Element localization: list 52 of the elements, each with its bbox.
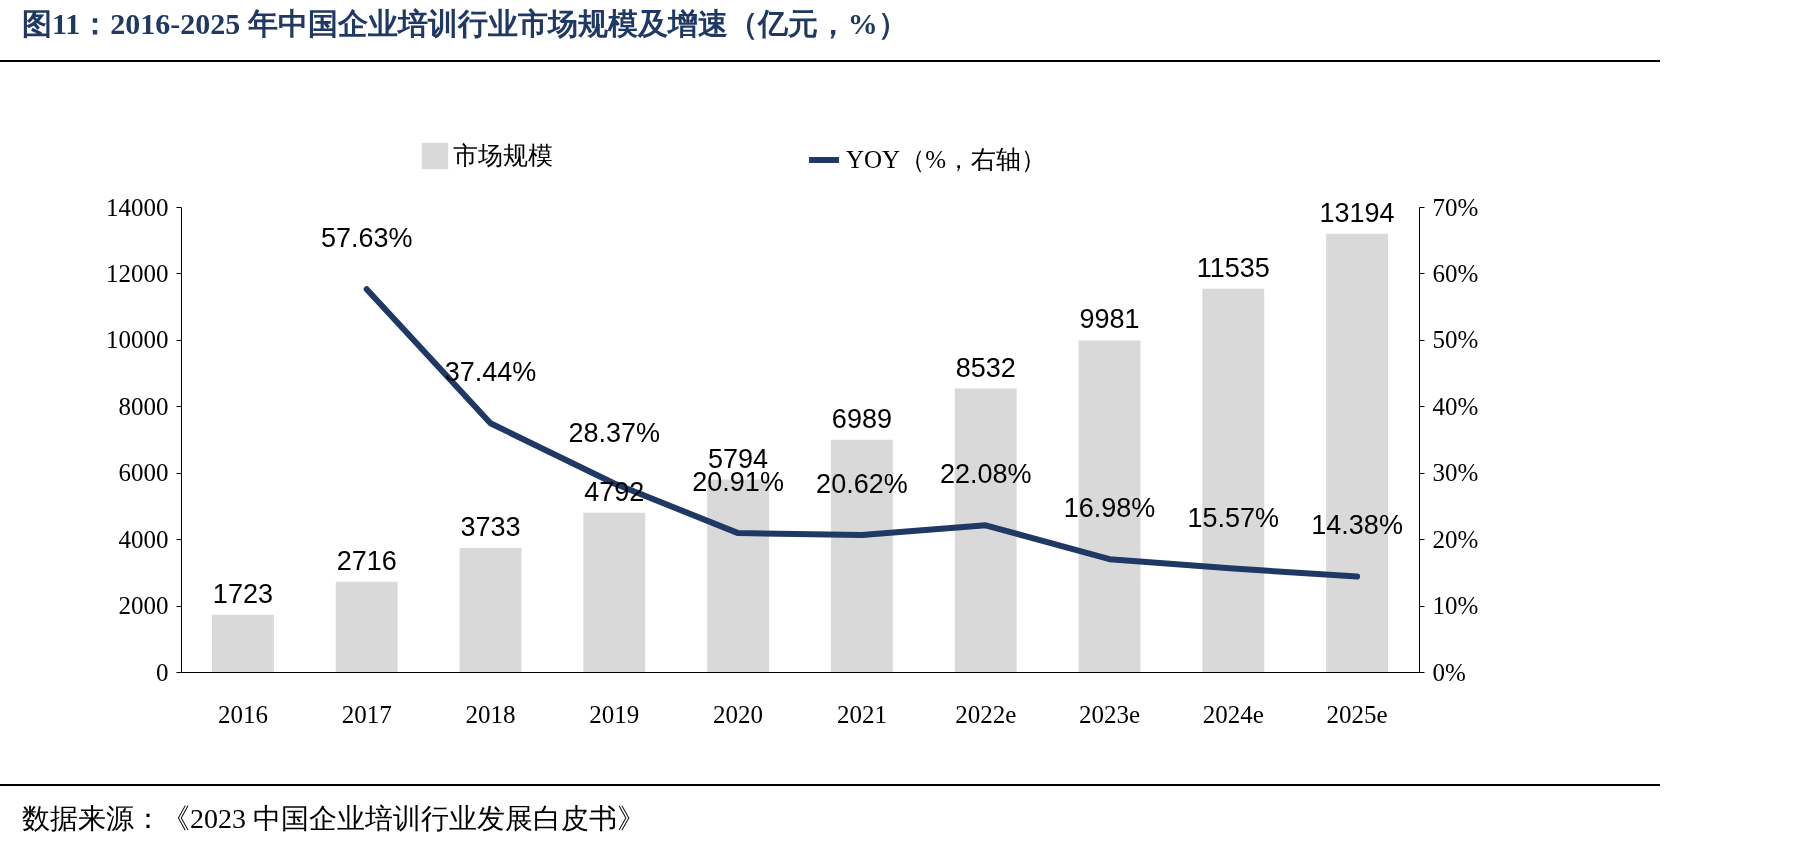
legend-label: 市场规模 (453, 141, 553, 169)
x-tick-label: 2018 (465, 700, 516, 728)
data-label: 20.91% (692, 467, 784, 498)
data-label: 15.57% (1187, 502, 1280, 533)
data-label: 8532 (955, 352, 1016, 383)
y-tick-label: 4000 (118, 525, 169, 553)
data-label: 6989 (831, 403, 892, 434)
x-tick-label: 2021 (836, 700, 887, 728)
data-label: 1723 (212, 578, 273, 609)
y2-tick-label: 0% (1432, 658, 1466, 686)
data-label: 14.38% (1311, 510, 1403, 541)
y-tick-label: 0 (156, 658, 169, 686)
bar (583, 512, 646, 672)
x-tick-label: 2024e (1202, 700, 1264, 728)
data-label: 2716 (336, 545, 397, 576)
x-tick-label: 2022e (955, 700, 1017, 728)
data-label: 57.63% (320, 223, 413, 254)
bar (335, 581, 398, 672)
data-label: 37.44% (444, 357, 537, 388)
data-label: 9981 (1079, 304, 1140, 335)
chart-title: 图11：2016-2025 年中国企业培训行业市场规模及增速（亿元，%） (22, 6, 908, 42)
y2-tick-label: 50% (1432, 326, 1479, 354)
x-tick-label: 2020 (713, 700, 764, 728)
legend-label: YOY（%，右轴） (846, 146, 1046, 173)
y2-tick-label: 10% (1432, 592, 1479, 620)
y-tick-label: 10000 (106, 326, 169, 354)
y-tick-label: 6000 (118, 459, 169, 487)
y-tick-label: 8000 (118, 392, 169, 420)
bar (211, 614, 274, 672)
data-label: 11535 (1196, 252, 1270, 283)
y2-tick-label: 20% (1432, 525, 1479, 553)
data-label: 28.37% (568, 417, 661, 448)
bar (459, 548, 522, 672)
data-label: 13194 (1319, 197, 1395, 228)
y-tick-label: 14000 (106, 193, 169, 221)
data-label: 3733 (460, 512, 521, 543)
y2-tick-label: 40% (1432, 392, 1479, 420)
data-label: 16.98% (1063, 493, 1156, 524)
y2-tick-label: 70% (1432, 193, 1479, 221)
x-tick-label: 2019 (589, 700, 640, 728)
x-tick-label: 2017 (341, 700, 392, 728)
y-tick-label: 12000 (106, 259, 169, 287)
data-label: 4792 (584, 476, 645, 507)
y-tick-label: 2000 (118, 592, 169, 620)
data-label: 22.08% (939, 459, 1032, 490)
x-tick-label: 2016 (217, 700, 268, 728)
y2-tick-label: 30% (1432, 459, 1479, 487)
x-tick-label: 2023e (1078, 700, 1141, 728)
data-label: 20.62% (816, 469, 908, 500)
x-tick-label: 2025e (1326, 700, 1388, 728)
y2-tick-label: 60% (1432, 259, 1479, 287)
source-note: 数据来源：《2023 中国企业培训行业发展白皮书》 (22, 802, 645, 836)
